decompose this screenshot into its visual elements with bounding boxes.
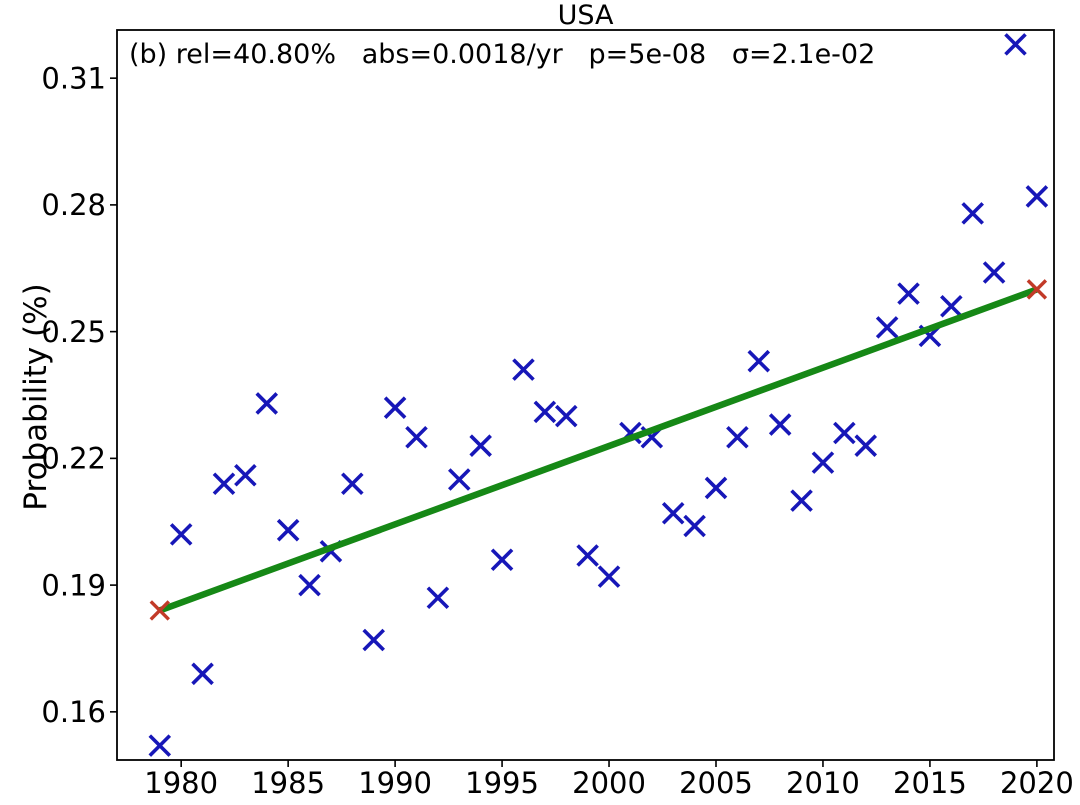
stats-annotation: (b) rel=40.80% abs=0.0018/yr p=5e-08 σ=2… xyxy=(129,39,876,70)
y-tick-label-0.28: 0.28 xyxy=(41,188,106,222)
data-point-marker-2007 xyxy=(747,349,771,373)
y-tick-label-0.31: 0.31 xyxy=(41,61,106,95)
data-point-marker-1990 xyxy=(383,396,407,419)
y-axis-label: Probability (%) xyxy=(18,283,54,511)
data-point-marker-2010 xyxy=(811,451,835,474)
axes-frame xyxy=(116,29,1055,761)
data-point-marker-1982 xyxy=(212,472,236,495)
data-point-marker-1993 xyxy=(448,468,471,491)
data-point-marker-1992 xyxy=(426,586,450,610)
data-point-marker-1988 xyxy=(341,472,364,495)
data-point-marker-1995 xyxy=(490,548,514,572)
x-tick-label-2015: 2015 xyxy=(893,766,967,800)
y-tick-label-0.22: 0.22 xyxy=(41,442,106,476)
data-point-marker-1980 xyxy=(169,523,193,546)
x-tick-label-1980: 1980 xyxy=(144,766,218,800)
trend-endpoint-marker-start xyxy=(149,600,170,621)
x-tick-label-2000: 2000 xyxy=(572,766,646,800)
data-point-marker-2014 xyxy=(897,282,920,305)
x-tick-label-2005: 2005 xyxy=(679,766,753,800)
data-point-marker-2004 xyxy=(683,514,706,538)
trend-endpoint-marker-end xyxy=(1026,279,1048,300)
data-point-marker-1999 xyxy=(576,544,599,567)
x-tick-label-2020: 2020 xyxy=(1000,766,1074,800)
y-tick-label-0.16: 0.16 xyxy=(41,695,106,729)
data-point-marker-1986 xyxy=(298,573,321,597)
x-tick-label-1985: 1985 xyxy=(251,766,325,800)
y-tick-label-0.25: 0.25 xyxy=(41,315,106,349)
x-tick-label-2010: 2010 xyxy=(786,766,860,800)
data-point-marker-2008 xyxy=(768,413,792,436)
data-point-marker-2009 xyxy=(790,489,813,512)
x-tick-label-1990: 1990 xyxy=(358,766,432,800)
data-point-marker-2013 xyxy=(875,316,899,339)
data-point-marker-2019 xyxy=(1004,33,1027,56)
data-point-marker-1994 xyxy=(469,434,492,457)
data-point-marker-1984 xyxy=(255,392,279,415)
data-point-marker-2016 xyxy=(940,295,963,318)
x-tick-label-1995: 1995 xyxy=(465,766,539,800)
data-point-marker-2012 xyxy=(854,434,878,457)
data-point-marker-2000 xyxy=(597,565,621,588)
data-point-marker-2011 xyxy=(833,421,856,445)
chart-title: USA xyxy=(557,0,614,31)
data-point-marker-1997 xyxy=(533,400,557,424)
data-point-marker-2005 xyxy=(704,476,728,500)
data-point-marker-2020 xyxy=(1025,185,1049,208)
data-point-marker-1991 xyxy=(405,425,428,449)
data-point-marker-2003 xyxy=(661,502,685,525)
data-point-marker-1989 xyxy=(362,628,385,652)
data-point-marker-1996 xyxy=(512,358,535,381)
data-point-marker-1985 xyxy=(276,518,300,542)
y-tick-label-0.19: 0.19 xyxy=(41,568,106,602)
data-point-marker-2006 xyxy=(726,425,749,449)
data-point-marker-1979 xyxy=(148,734,172,757)
data-point-marker-2017 xyxy=(961,202,984,225)
data-point-marker-1981 xyxy=(191,662,214,686)
data-point-marker-1998 xyxy=(554,404,578,428)
data-point-marker-1983 xyxy=(234,463,257,487)
trend-line xyxy=(158,286,1039,614)
data-point-marker-2018 xyxy=(982,261,1006,284)
